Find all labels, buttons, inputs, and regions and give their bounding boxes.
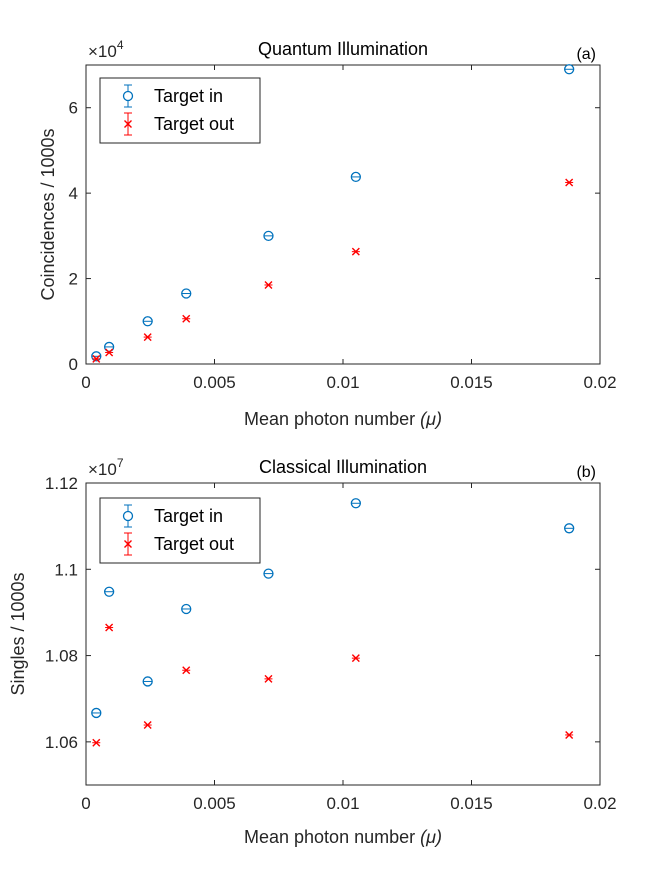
legend-marker-circle [122,510,134,522]
y-tick-label: 1.12 [45,474,78,493]
x-tick-label: 0.005 [193,373,236,392]
y-tick-label: 2 [69,270,78,289]
x-tick-label: 0 [81,794,90,813]
panel-label: (b) [576,464,596,481]
y-axis-multiplier: ×104 [88,38,124,61]
legend-marker-x [124,540,132,548]
chart-title: Classical Illumination [259,457,427,477]
x-tick-label: 0.02 [583,794,616,813]
y-tick-label: 1.1 [54,560,78,579]
series-target-out [92,623,574,747]
y-axis-label: Singles / 1000s [8,572,28,695]
chart-title: Quantum Illumination [258,39,428,59]
legend-label: Target in [154,506,223,526]
chart-panel-a: 0 0.005 0.01 0.015 0.02 0 2 4 6 ×104 Quantum Illum… [38,38,617,429]
x-tick-label: 0.005 [193,794,236,813]
legend-label: Target out [154,534,234,554]
y-tick-label: 1.06 [45,733,78,752]
legend-marker-circle [122,90,134,102]
series-target-out [92,178,574,363]
y-axis-label: Coincidences / 1000s [38,128,58,300]
legend: Target in Target out [99,497,261,564]
series-target-in [91,498,575,719]
x-tick-label: 0.01 [326,794,359,813]
y-tick-label: 0 [69,355,78,374]
legend-box [99,77,261,144]
y-tick-label: 6 [69,99,78,118]
legend-label: Target in [154,86,223,106]
y-axis-multiplier: ×107 [88,456,124,479]
x-axis-label: Mean photon number (μ) [244,827,442,847]
legend: Target in Target out [99,77,261,144]
panel-label: (a) [576,46,596,63]
legend-box [99,497,261,564]
legend-label: Target out [154,114,234,134]
y-tick-label: 4 [69,184,78,203]
legend-marker-x [124,120,132,128]
x-tick-label: 0.015 [450,373,493,392]
x-tick-label: 0 [81,373,90,392]
x-tick-label: 0.01 [326,373,359,392]
y-tick-label: 1.08 [45,647,78,666]
x-axis-label: Mean photon number (μ) [244,409,442,429]
chart-panel-b: 0 0.005 0.01 0.015 0.02 1.06 1.08 1.1 1.12 ×107 Cl… [8,456,617,847]
x-tick-label: 0.02 [583,373,616,392]
x-tick-label: 0.015 [450,794,493,813]
